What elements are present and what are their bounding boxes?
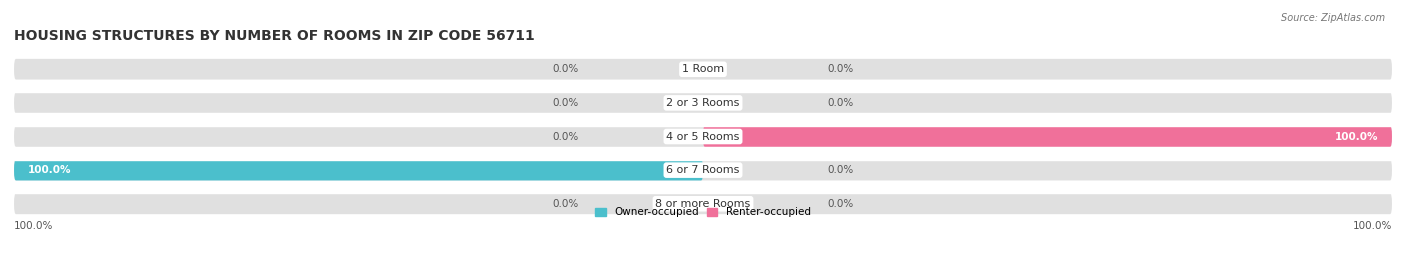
Bar xyxy=(14,147,1392,160)
Text: 2 or 3 Rooms: 2 or 3 Rooms xyxy=(666,98,740,108)
Text: 100.0%: 100.0% xyxy=(1353,221,1392,231)
Text: 8 or more Rooms: 8 or more Rooms xyxy=(655,199,751,209)
FancyBboxPatch shape xyxy=(14,160,703,180)
Text: 0.0%: 0.0% xyxy=(827,165,853,175)
Bar xyxy=(14,180,1392,193)
Text: 0.0%: 0.0% xyxy=(827,98,853,108)
Text: 6 or 7 Rooms: 6 or 7 Rooms xyxy=(666,165,740,175)
Text: 4 or 5 Rooms: 4 or 5 Rooms xyxy=(666,132,740,141)
Text: 0.0%: 0.0% xyxy=(827,199,853,209)
FancyBboxPatch shape xyxy=(703,126,1392,147)
FancyBboxPatch shape xyxy=(14,59,1392,80)
FancyBboxPatch shape xyxy=(14,193,1392,214)
Text: Source: ZipAtlas.com: Source: ZipAtlas.com xyxy=(1281,13,1385,23)
Text: 100.0%: 100.0% xyxy=(14,221,53,231)
Bar xyxy=(14,113,1392,126)
Text: 0.0%: 0.0% xyxy=(553,64,579,74)
Text: 0.0%: 0.0% xyxy=(553,132,579,141)
Text: 100.0%: 100.0% xyxy=(28,165,72,175)
Text: HOUSING STRUCTURES BY NUMBER OF ROOMS IN ZIP CODE 56711: HOUSING STRUCTURES BY NUMBER OF ROOMS IN… xyxy=(14,29,534,43)
FancyBboxPatch shape xyxy=(14,160,1392,180)
FancyBboxPatch shape xyxy=(14,93,1392,113)
FancyBboxPatch shape xyxy=(14,126,1392,147)
Text: 0.0%: 0.0% xyxy=(553,199,579,209)
Bar xyxy=(14,80,1392,93)
Text: 1 Room: 1 Room xyxy=(682,64,724,74)
Text: 0.0%: 0.0% xyxy=(553,98,579,108)
Text: 100.0%: 100.0% xyxy=(1334,132,1378,141)
Legend: Owner-occupied, Renter-occupied: Owner-occupied, Renter-occupied xyxy=(595,207,811,217)
Text: 0.0%: 0.0% xyxy=(827,64,853,74)
